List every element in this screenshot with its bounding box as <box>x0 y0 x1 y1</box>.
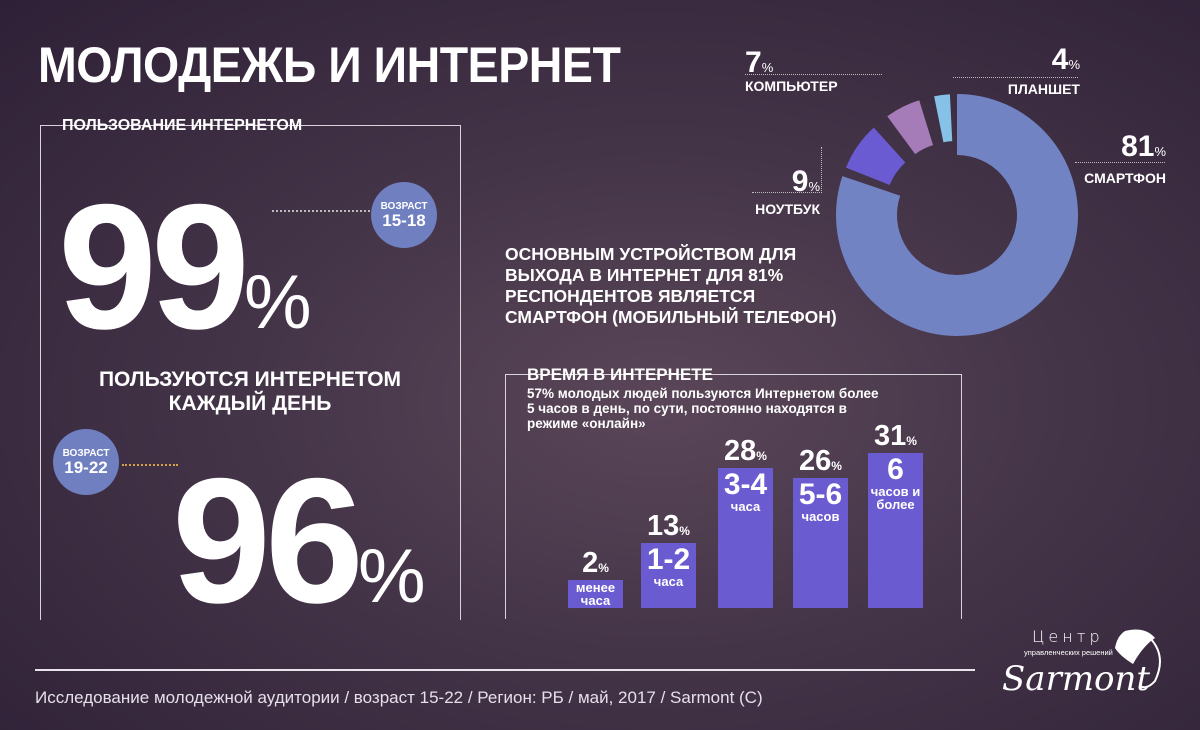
bar-value: 2 <box>582 547 599 579</box>
slice-unit: % <box>1068 57 1080 72</box>
dotted-connector <box>953 77 1078 78</box>
device-donut-chart <box>836 93 1078 337</box>
age-badge-19-22: ВОЗРАСТ 19-22 <box>53 429 119 495</box>
donut-slice-2 <box>887 100 934 155</box>
donut-label-computer: 7% КОМПЬЮТЕР <box>745 46 838 95</box>
subtitle-line: 5 часов в день, по сути, постоянно наход… <box>527 401 847 416</box>
slice-unit: % <box>808 179 820 194</box>
logo-line1: Центр <box>1032 627 1104 646</box>
stat-96: 96% <box>172 452 426 630</box>
usage-caption: ПОЛЬЗУЮТСЯ ИНТЕРНЕТОМ КАЖДЫЙ ДЕНЬ <box>60 368 440 416</box>
slice-label: ПЛАНШЕТ <box>1007 81 1080 97</box>
logo-line2: управленческих решений <box>1024 648 1113 657</box>
dotted-connector <box>752 147 822 193</box>
desc-line: ОСНОВНЫМ УСТРОЙСТВОМ ДЛЯ <box>505 244 797 264</box>
donut-label-notebook: 9% НОУТБУК <box>755 165 820 218</box>
badge-label: ВОЗРАСТ <box>380 201 428 212</box>
bar-value-label: 31% <box>861 422 931 451</box>
footer-source: Исследование молодежной аудитории / возр… <box>35 688 763 707</box>
bar-category: 3-4 <box>723 468 768 501</box>
slice-value: 7 <box>745 46 762 79</box>
bar-sublabel: часа <box>730 499 761 514</box>
bar: 5-6 часов <box>793 478 848 608</box>
bar-unit: % <box>906 434 917 448</box>
subtitle-line: режиме «онлайн» <box>527 416 646 431</box>
bar-value-label: 28% <box>711 437 781 466</box>
slice-value: 81 <box>1121 130 1155 163</box>
dotted-connector <box>272 210 370 212</box>
bar-category: 5-6 <box>798 478 843 511</box>
bar-sublabel: часов <box>801 509 840 524</box>
stat-value: 96 <box>172 441 364 640</box>
usage-heading: ПОЛЬЗОВАНИЕ ИНТЕРНЕТОМ <box>62 117 303 134</box>
badge-label: ВОЗРАСТ <box>62 448 110 459</box>
dotted-connector <box>122 464 178 466</box>
bar-value: 31 <box>874 420 907 452</box>
badge-age: 15-18 <box>382 211 426 230</box>
desc-line: ВЫХОДА В ИНТЕРНЕТ ДЛЯ 81% <box>505 265 784 285</box>
bar-sublabel: часа <box>653 574 684 589</box>
bar-value: 13 <box>647 510 680 542</box>
stat-value: 99 <box>58 167 250 366</box>
bar-category: 6 <box>887 453 904 486</box>
donut-slice-3 <box>934 94 953 143</box>
dotted-connector <box>745 74 882 75</box>
donut-slice-1 <box>845 127 906 185</box>
desc-line: СМАРТФОН (МОБИЛЬНЫЙ ТЕЛЕФОН) <box>505 307 837 327</box>
stat-99: 99% <box>58 178 312 356</box>
bar-value: 26 <box>799 445 832 477</box>
bar: 1-2 часа <box>641 543 696 608</box>
stat-unit: % <box>358 534 426 619</box>
caption-line: КАЖДЫЙ ДЕНЬ <box>168 392 332 415</box>
caption-line: ПОЛЬЗУЮТСЯ ИНТЕРНЕТОМ <box>98 368 402 391</box>
desc-line: РЕСПОНДЕНТОВ ЯВЛЯЕТСЯ <box>505 286 756 306</box>
slice-label: СМАРТФОН <box>1084 170 1166 186</box>
bar-value: 28 <box>724 435 757 467</box>
stat-unit: % <box>244 260 312 345</box>
time-box <box>505 374 962 619</box>
bar-sublabel: менее часа <box>575 580 616 608</box>
bar: 3-4 часа <box>718 468 773 608</box>
bar: менее часа <box>568 580 623 608</box>
age-badge-15-18: ВОЗРАСТ 15-18 <box>371 182 437 248</box>
dotted-connector <box>1075 162 1165 163</box>
bar-value-label: 13% <box>634 512 704 541</box>
slice-value: 9 <box>791 165 809 198</box>
logo-brand: Sarmont <box>1002 659 1151 699</box>
footer-divider <box>35 669 975 671</box>
bar-sublabel: часов и более <box>870 484 921 512</box>
slice-value: 4 <box>1051 43 1069 76</box>
slice-unit: % <box>1154 144 1166 159</box>
bar-unit: % <box>831 459 842 473</box>
bar: 6 часов и более <box>868 453 923 608</box>
bar-category: 1-2 <box>646 543 691 576</box>
bar-unit: % <box>598 561 609 575</box>
badge-age: 19-22 <box>64 458 108 477</box>
bar-unit: % <box>679 524 690 538</box>
bar-value-label: 2% <box>561 549 631 578</box>
slice-label: КОМПЬЮТЕР <box>745 78 838 94</box>
bar-unit: % <box>756 449 767 463</box>
slice-unit: % <box>761 60 774 75</box>
time-heading: ВРЕМЯ В ИНТЕРНЕТЕ <box>527 365 713 384</box>
sail-icon <box>1115 629 1161 689</box>
sarmont-logo: Центр управленческих решений Sarmont <box>1000 626 1165 700</box>
usage-box <box>40 125 461 620</box>
donut-label-smartphone: 81% СМАРТФОН <box>1084 130 1166 187</box>
subtitle-line: 57% молодых людей пользуются Интернетом … <box>527 386 879 401</box>
bar-value-label: 26% <box>786 447 856 476</box>
page-title: МОЛОДЕЖЬ И ИНТЕРНЕТ <box>38 37 621 93</box>
donut-label-tablet: 4% ПЛАНШЕТ <box>1007 43 1080 98</box>
donut-slice-0 <box>836 93 1078 337</box>
slice-label: НОУТБУК <box>755 201 820 217</box>
time-subtitle: 57% молодых людей пользуются Интернетом … <box>527 386 879 431</box>
devices-description: ОСНОВНЫМ УСТРОЙСТВОМ ДЛЯ ВЫХОДА В ИНТЕРН… <box>505 244 837 328</box>
